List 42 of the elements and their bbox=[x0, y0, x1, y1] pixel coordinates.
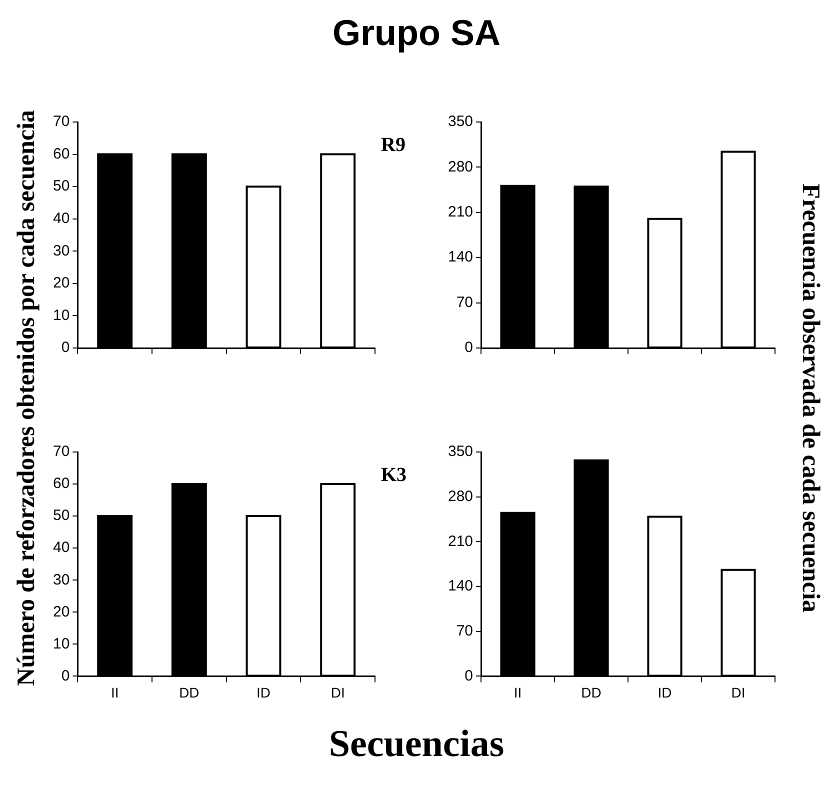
x-axis-title: Secuencias bbox=[328, 722, 506, 766]
y-tick-label: 40 bbox=[52, 210, 70, 227]
y-tick-label: 70 bbox=[456, 294, 474, 311]
y-tick-label: 10 bbox=[52, 306, 70, 324]
y-tick-label: 280 bbox=[448, 488, 474, 505]
x-tick-label: II bbox=[514, 684, 522, 700]
text: R9 bbox=[381, 134, 406, 156]
y-tick-label: 60 bbox=[52, 475, 70, 492]
y-tick-label: 20 bbox=[52, 274, 70, 292]
y-tick-label: 280 bbox=[448, 158, 474, 176]
y-tick-label: 350 bbox=[448, 443, 474, 460]
y-tick-label: 140 bbox=[448, 578, 474, 595]
y-tick-label: 50 bbox=[52, 178, 70, 195]
y-tick-label: 30 bbox=[52, 571, 70, 588]
y-axis-title: Frecuencia observada de cada secuencia bbox=[796, 182, 824, 614]
y-tick-label: 0 bbox=[61, 667, 70, 684]
x-tick-label: DI bbox=[731, 684, 746, 700]
y-tick-label: 0 bbox=[61, 339, 70, 356]
y-axis-title: Número de reforzadores obtenidos por cada secuencia bbox=[13, 109, 41, 688]
y-tick-label: 70 bbox=[52, 443, 70, 460]
x-tick-label: ID bbox=[256, 684, 271, 700]
y-tick-label: 210 bbox=[448, 204, 474, 221]
y-tick-label: 70 bbox=[52, 113, 70, 130]
y-tick-label: 60 bbox=[52, 145, 70, 162]
x-tick-label: II bbox=[110, 684, 119, 700]
y-tick-label: 0 bbox=[464, 667, 474, 684]
text: K3 bbox=[381, 464, 407, 486]
y-tick-label: 140 bbox=[448, 248, 474, 266]
y-tick-label: 10 bbox=[52, 635, 70, 652]
x-tick-label: ID bbox=[658, 684, 672, 700]
chart-title: Grupo SA bbox=[332, 12, 502, 54]
y-tick-label: 50 bbox=[52, 507, 70, 524]
y-tick-label: 350 bbox=[448, 113, 474, 130]
y-tick-label: 40 bbox=[52, 539, 70, 556]
y-tick-label: 30 bbox=[52, 242, 70, 260]
x-tick-label: DD bbox=[581, 684, 602, 700]
y-tick-label: 70 bbox=[456, 622, 474, 640]
x-tick-label: DD bbox=[179, 684, 200, 700]
y-tick-label: 210 bbox=[448, 532, 474, 550]
y-tick-label: 20 bbox=[52, 603, 70, 620]
x-tick-label: DI bbox=[330, 684, 345, 700]
y-tick-label: 0 bbox=[464, 339, 474, 356]
